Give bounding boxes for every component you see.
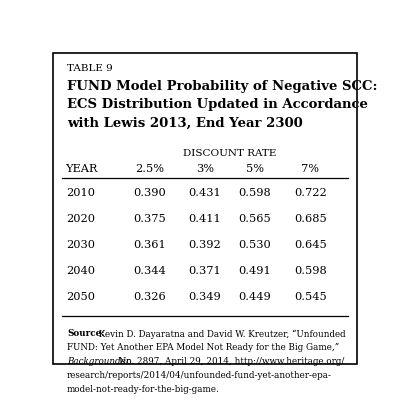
Text: 2020: 2020 bbox=[66, 214, 96, 225]
Text: Source:: Source: bbox=[67, 329, 104, 338]
Text: 2010: 2010 bbox=[66, 188, 96, 199]
Text: 2.5%: 2.5% bbox=[135, 164, 164, 174]
Text: 0.375: 0.375 bbox=[133, 214, 166, 225]
Text: FUND: Yet Another EPA Model Not Ready for the Big Game,”: FUND: Yet Another EPA Model Not Ready fo… bbox=[67, 343, 339, 352]
Text: 7%: 7% bbox=[302, 164, 319, 174]
Text: 0.349: 0.349 bbox=[189, 293, 221, 302]
Text: 0.598: 0.598 bbox=[294, 267, 327, 276]
Text: DISCOUNT RATE: DISCOUNT RATE bbox=[183, 150, 276, 158]
Text: 0.392: 0.392 bbox=[189, 241, 221, 250]
Text: with Lewis 2013, End Year 2300: with Lewis 2013, End Year 2300 bbox=[67, 116, 303, 129]
Text: model-not-ready-for-the-big-game.: model-not-ready-for-the-big-game. bbox=[67, 385, 220, 394]
Text: Backgrounder: Backgrounder bbox=[67, 357, 130, 366]
Text: FUND Model Probability of Negative SCC:: FUND Model Probability of Negative SCC: bbox=[67, 80, 378, 93]
Text: Kevin D. Dayaratna and David W. Kreutzer, “Unfounded: Kevin D. Dayaratna and David W. Kreutzer… bbox=[96, 329, 346, 339]
Text: 0.491: 0.491 bbox=[238, 267, 271, 276]
Text: 0.344: 0.344 bbox=[133, 267, 166, 276]
Text: 0.685: 0.685 bbox=[294, 214, 327, 225]
Text: 2040: 2040 bbox=[66, 267, 96, 276]
Text: 2050: 2050 bbox=[66, 293, 96, 302]
Text: 0.545: 0.545 bbox=[294, 293, 327, 302]
Text: 0.565: 0.565 bbox=[238, 214, 271, 225]
Text: 0.722: 0.722 bbox=[294, 188, 327, 199]
Text: 0.530: 0.530 bbox=[238, 241, 271, 250]
Text: 0.371: 0.371 bbox=[189, 267, 221, 276]
Text: 0.431: 0.431 bbox=[189, 188, 221, 199]
Text: 0.598: 0.598 bbox=[238, 188, 271, 199]
Text: 0.411: 0.411 bbox=[189, 214, 221, 225]
FancyBboxPatch shape bbox=[53, 53, 357, 363]
Text: 0.449: 0.449 bbox=[238, 293, 271, 302]
Text: 2030: 2030 bbox=[66, 241, 96, 250]
Text: TABLE 9: TABLE 9 bbox=[67, 64, 113, 73]
Text: 3%: 3% bbox=[196, 164, 214, 174]
Text: 0.361: 0.361 bbox=[133, 241, 166, 250]
Text: 0.326: 0.326 bbox=[133, 293, 166, 302]
Text: ECS Distribution Updated in Accordance: ECS Distribution Updated in Accordance bbox=[67, 98, 368, 111]
Text: 0.390: 0.390 bbox=[133, 188, 166, 199]
Text: YEAR: YEAR bbox=[65, 164, 97, 174]
Text: research/reports/2014/04/unfounded-fund-yet-another-epa-: research/reports/2014/04/unfounded-fund-… bbox=[67, 371, 332, 380]
Text: No. 2897, April 29, 2014, http://www.heritage.org/: No. 2897, April 29, 2014, http://www.her… bbox=[116, 357, 344, 366]
Text: 0.645: 0.645 bbox=[294, 241, 327, 250]
Text: 5%: 5% bbox=[246, 164, 264, 174]
